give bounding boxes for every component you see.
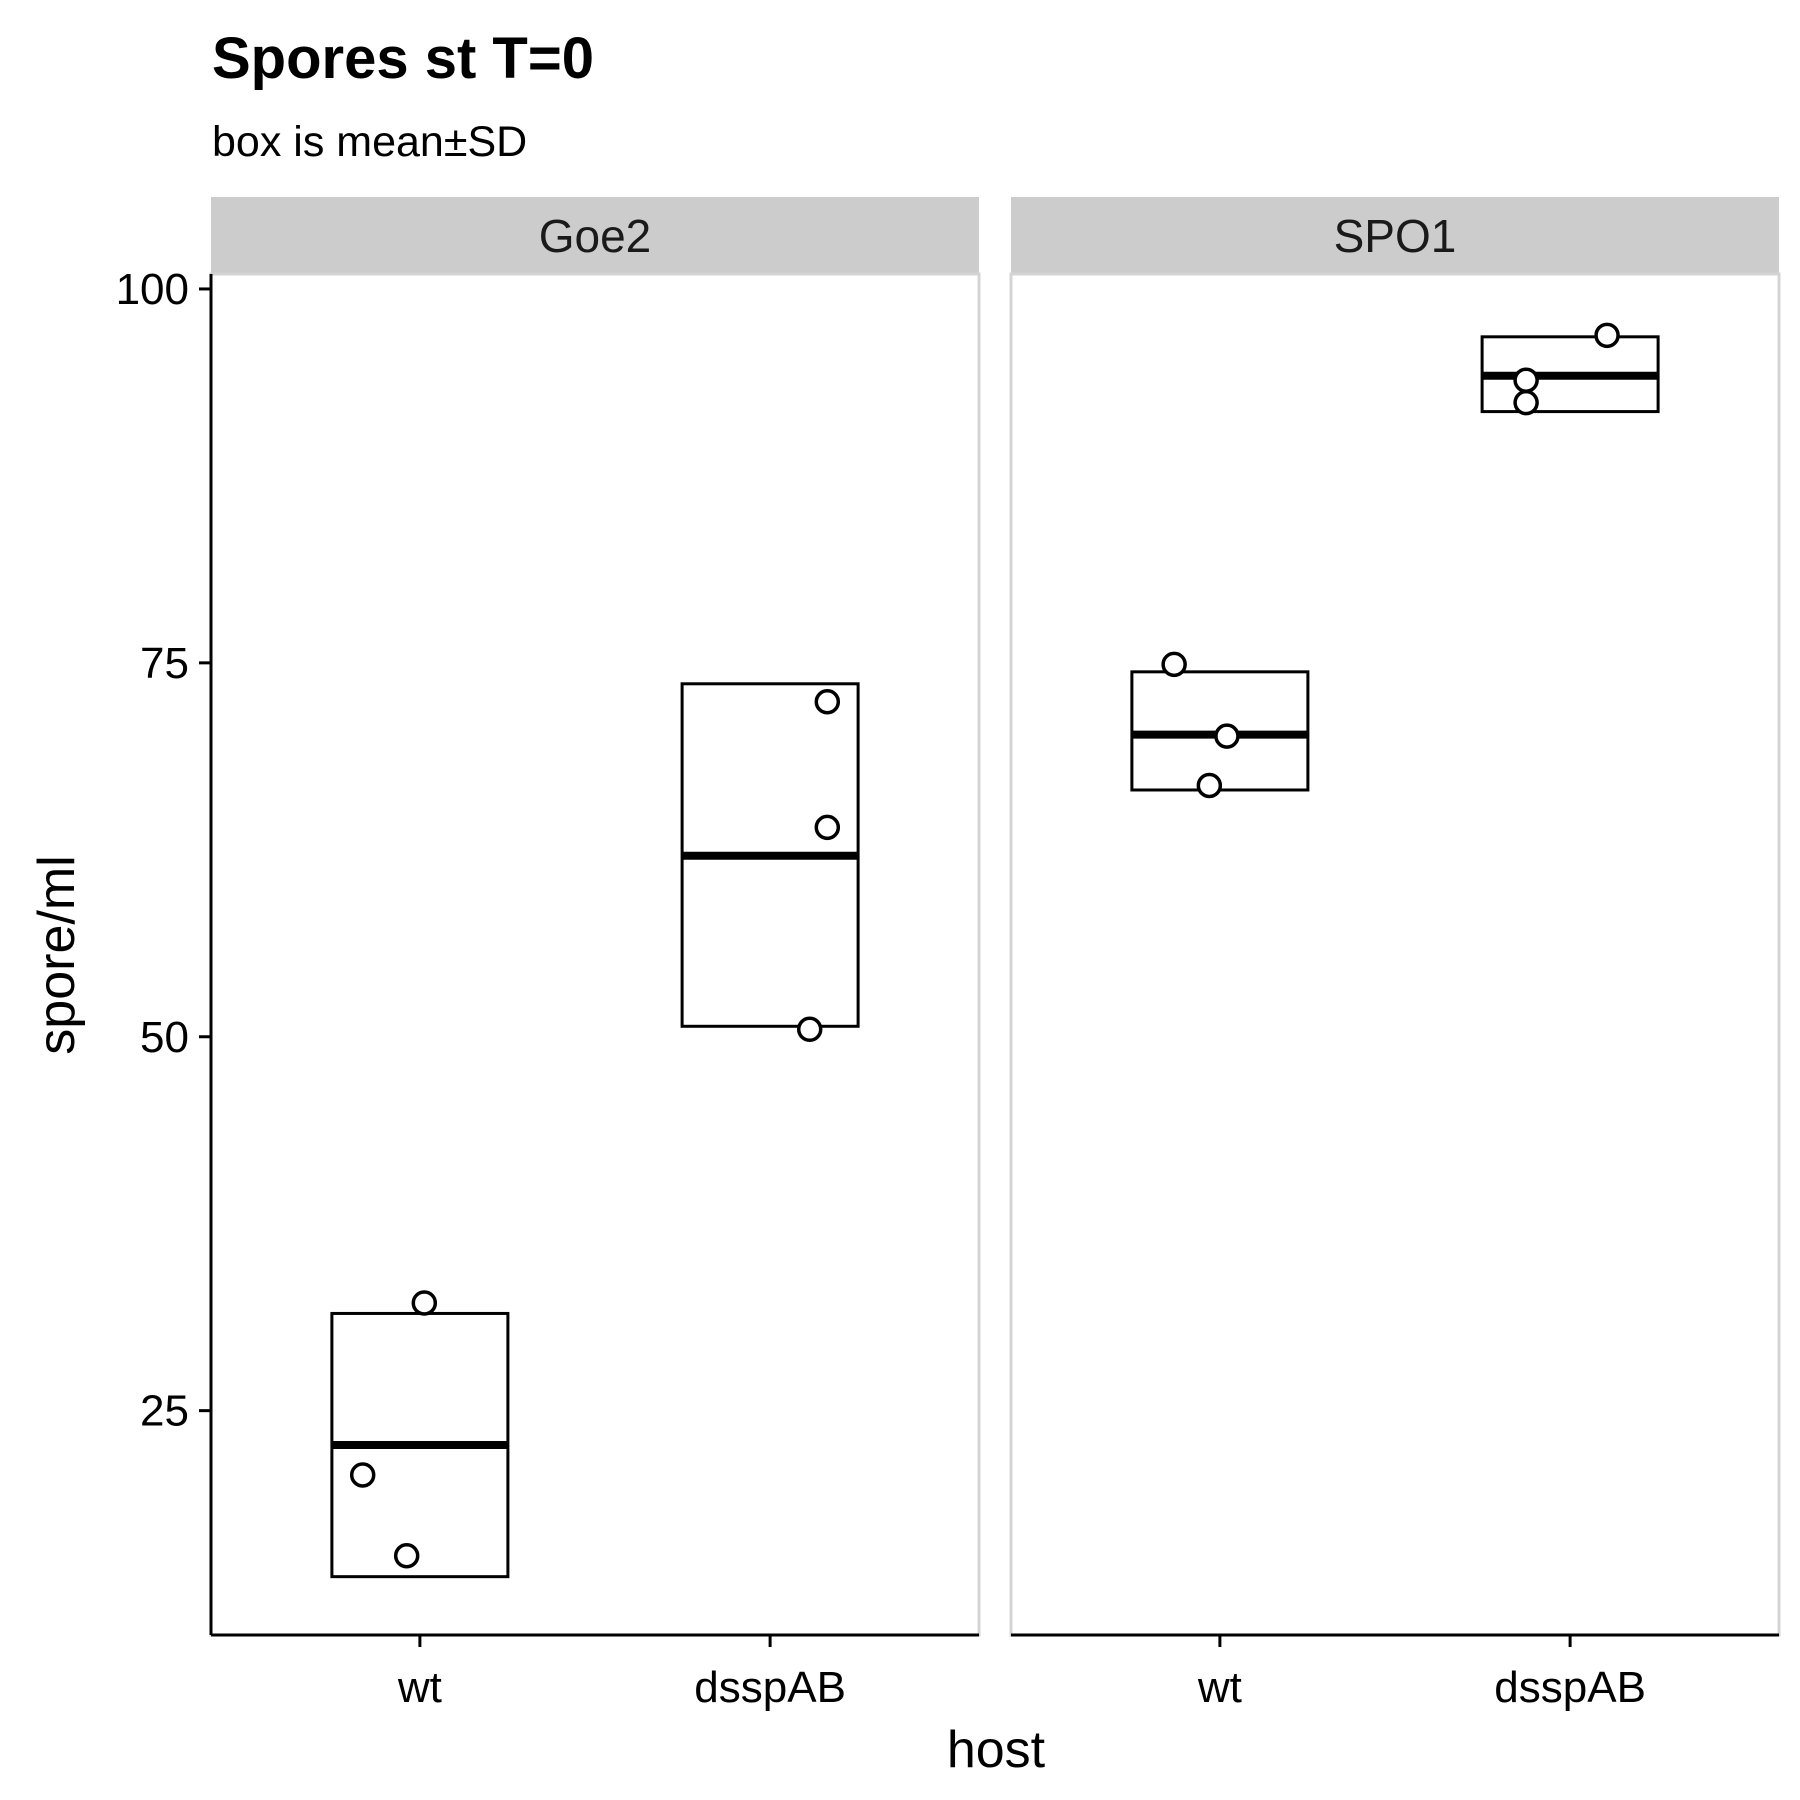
x-tick-label: wt	[397, 1663, 442, 1712]
facet-strip-label: SPO1	[1334, 210, 1457, 262]
panel-border	[209, 272, 981, 1637]
data-point	[1214, 723, 1240, 749]
facet-strip-label: Goe2	[539, 210, 652, 262]
x-axis-title: host	[947, 1721, 1046, 1779]
data-point	[1513, 389, 1539, 416]
data-point	[1161, 651, 1187, 678]
facet-strip	[1011, 197, 1779, 274]
y-axis-title: spore/ml	[28, 855, 86, 1054]
x-tick-label: dsspAB	[694, 1663, 846, 1712]
data-point	[1594, 322, 1620, 349]
data-point	[814, 814, 841, 841]
x-tick-label: wt	[1197, 1663, 1242, 1712]
facet-strip	[211, 197, 979, 274]
data-point	[1513, 367, 1539, 393]
data-point	[393, 1542, 420, 1569]
chart-subtitle: box is mean±SD	[212, 118, 527, 166]
data-point	[411, 1290, 438, 1316]
y-tick-label: 75	[140, 639, 189, 688]
y-tick-label: 50	[140, 1013, 189, 1062]
data-point	[814, 688, 841, 715]
panel-border	[1009, 272, 1781, 1637]
y-tick-label: 100	[116, 265, 189, 314]
data-point	[349, 1462, 376, 1488]
data-point	[796, 1016, 823, 1043]
data-point	[1196, 772, 1223, 799]
chart-title: Spores st T=0	[212, 26, 594, 91]
x-tick-label: dsspAB	[1494, 1663, 1646, 1712]
y-tick-label: 25	[140, 1387, 189, 1436]
plot-area: Goe2 wt dsspAB SPO1 wt dsspAB 25 50 75 100	[116, 197, 1781, 1712]
